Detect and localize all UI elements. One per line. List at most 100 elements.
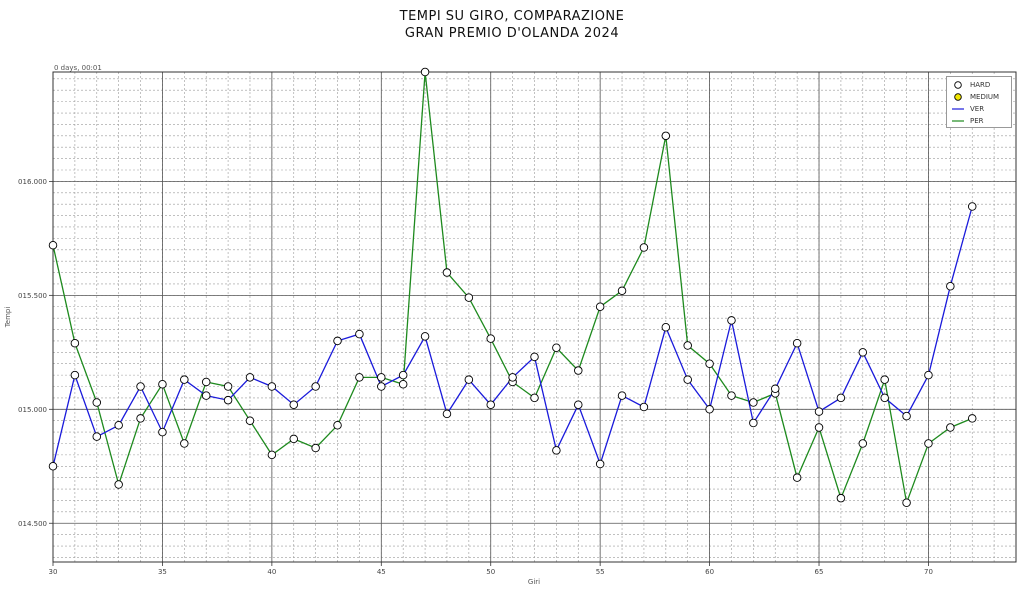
data-point-per (530, 393, 539, 403)
data-point-ver (245, 373, 255, 382)
data-point-per (442, 268, 452, 277)
data-point-ver (967, 202, 977, 211)
legend-label: PER (970, 117, 984, 125)
data-point-ver (223, 395, 233, 405)
data-point-per (574, 366, 583, 375)
data-point-per (836, 493, 846, 503)
data-point-per (661, 131, 671, 141)
data-point-per (355, 373, 364, 382)
data-point-per (245, 416, 255, 425)
data-point-ver (946, 281, 955, 291)
data-point-per (967, 414, 977, 423)
data-point-ver (398, 370, 408, 380)
data-point-per (552, 343, 561, 353)
data-point-per (814, 423, 824, 432)
data-point-per (792, 473, 802, 482)
legend-item-medium: MEDIUM (947, 92, 1013, 102)
x-axis-label: Giri (528, 578, 540, 586)
data-point-ver (792, 338, 802, 348)
per-line-icon (952, 120, 964, 122)
data-point-per (267, 450, 277, 460)
data-point-ver (705, 405, 714, 414)
data-point-ver (311, 382, 320, 391)
x-tick-label: 35 (158, 568, 167, 576)
data-point-ver (158, 427, 167, 437)
legend-label: VER (970, 105, 985, 113)
data-point-ver (727, 316, 736, 325)
x-tick-label: 70 (924, 568, 933, 576)
data-point-ver (639, 402, 649, 412)
legend-label: MEDIUM (970, 93, 1000, 101)
data-point-per (946, 423, 955, 432)
data-point-ver (814, 407, 824, 416)
y-tick-label: 015.500 (18, 292, 47, 300)
data-point-per (727, 391, 736, 400)
x-tick-label: 50 (486, 568, 495, 576)
legend-item-per: PER (947, 116, 1013, 126)
data-point-ver (574, 400, 583, 409)
data-point-per (464, 293, 474, 302)
legend: HARD MEDIUM VER PER (946, 76, 1012, 128)
data-point-per (223, 382, 233, 391)
legend-item-ver: VER (947, 104, 1013, 114)
y-axis-label: Tempi (4, 307, 12, 329)
ver-line-icon (952, 108, 964, 110)
x-tick-label: 40 (267, 568, 276, 576)
data-point-ver (442, 409, 452, 419)
data-point-per (595, 302, 605, 311)
data-point-ver (70, 370, 80, 380)
data-point-ver (530, 352, 539, 362)
chart-title: TEMPI SU GIRO, COMPARAZIONE (399, 9, 625, 24)
grid (52, 72, 1017, 562)
data-point-ver (267, 382, 277, 391)
data-point-ver (552, 446, 561, 455)
data-point-per (858, 439, 868, 448)
data-point-per (749, 398, 758, 407)
data-point-per (201, 377, 211, 387)
legend-label: HARD (970, 81, 991, 89)
data-point-ver (902, 411, 911, 421)
data-point-per (377, 373, 386, 382)
axes: 30 35 40 45 50 55 60 65 70 014.500 015.000 015.500 0… (18, 178, 933, 576)
data-point-per (289, 434, 299, 444)
data-point-ver (355, 329, 364, 339)
y-tick-label: 014.500 (18, 520, 47, 528)
data-point-per (48, 240, 58, 250)
data-point-ver (836, 393, 846, 403)
data-point-per (136, 414, 145, 423)
data-point-per (705, 359, 714, 368)
data-point-ver (617, 391, 627, 400)
data-point-per (617, 286, 627, 296)
data-point-per (924, 439, 933, 448)
hard-marker-icon (954, 81, 962, 89)
data-point-ver (683, 375, 692, 384)
medium-marker-icon (954, 93, 962, 101)
data-point-ver (595, 459, 605, 469)
series (48, 67, 977, 507)
x-tick-label: 65 (815, 568, 824, 576)
data-point-ver (508, 373, 517, 382)
data-point-ver (114, 421, 123, 430)
data-point-per (902, 498, 911, 507)
y-offset-label: 0 days, 00:01 (54, 64, 102, 72)
data-point-ver (464, 375, 474, 384)
plot-frame (52, 71, 1017, 563)
x-tick-label: 30 (49, 568, 58, 576)
data-point-ver (880, 393, 889, 403)
data-point-per (880, 375, 889, 384)
data-point-per (486, 334, 495, 343)
data-point-per (420, 67, 430, 77)
chart-subtitle: GRAN PREMIO D'OLANDA 2024 (404, 26, 620, 41)
data-point-per (92, 398, 102, 407)
data-point-ver (420, 332, 430, 341)
data-point-ver (486, 400, 495, 409)
data-point-per (333, 421, 342, 430)
data-point-per (311, 443, 320, 453)
data-point-ver (858, 348, 868, 357)
data-point-ver (48, 462, 58, 471)
y-tick-label: 015.000 (18, 406, 47, 414)
data-point-ver (661, 323, 671, 332)
data-point-per (639, 243, 649, 252)
data-point-ver (201, 391, 211, 400)
